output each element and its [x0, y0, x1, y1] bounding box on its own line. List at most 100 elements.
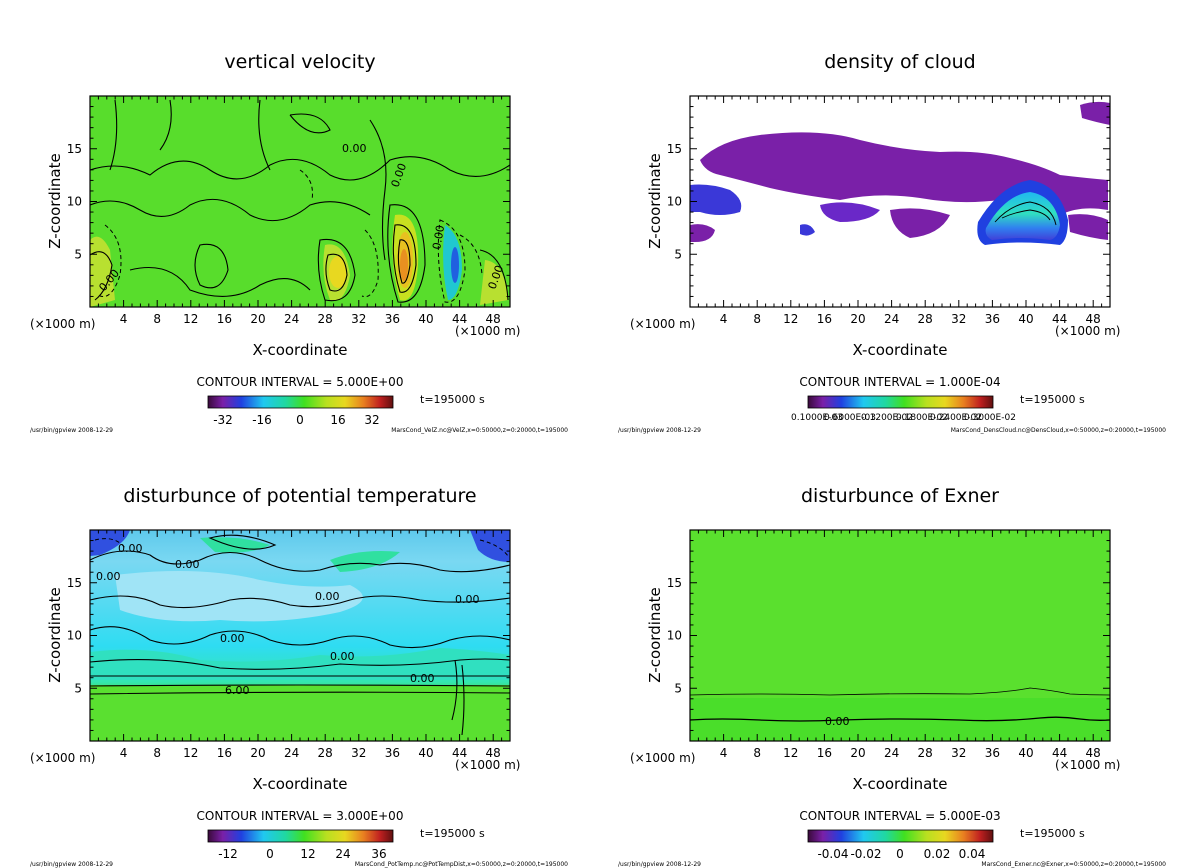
y-tick-label: 5	[674, 681, 682, 695]
plot-area	[689, 95, 1111, 308]
x-tick-label: 32	[351, 746, 366, 760]
x-tick-label: 40	[418, 312, 433, 326]
contour-label: 0.00	[410, 672, 435, 685]
contour-interval: CONTOUR INTERVAL = 5.000E-03	[799, 809, 1000, 823]
panel-density-of-cloud: density of cloud 4 8 12 16 20 24 28 32 36 40 44 485…	[618, 51, 1166, 434]
x-unit-right: (×1000 m)	[455, 758, 520, 772]
chart-title: vertical velocity	[224, 51, 375, 73]
cloud-layer	[890, 208, 950, 238]
x-tick-label: 24	[884, 312, 899, 326]
colorbar-tick-label: 0.1800E-02	[896, 413, 948, 423]
x-tick-label: 28	[318, 312, 333, 326]
colorbar	[207, 829, 394, 843]
field-patch	[480, 260, 508, 305]
chart-title: density of cloud	[824, 51, 976, 73]
x-unit-left: (×1000 m)	[630, 751, 695, 765]
colorbar-tick-label: 0.2400E-02	[930, 413, 982, 423]
footer-left: /usr/bin/gpview 2008-12-29	[618, 861, 701, 868]
colorbar-tick-label: 0	[266, 847, 274, 861]
x-tick-label: 40	[418, 746, 433, 760]
warm-band	[90, 648, 510, 680]
x-tick-label: 8	[753, 746, 761, 760]
x-axis-label: X-coordinate	[253, 341, 348, 359]
x-unit-left: (×1000 m)	[30, 751, 95, 765]
cloud-layer	[800, 224, 815, 236]
x-tick-label: 32	[951, 746, 966, 760]
x-tick-label: 28	[918, 312, 933, 326]
x-tick-label: 8	[153, 746, 161, 760]
chart-title: disturbunce of Exner	[801, 485, 999, 507]
x-tick-label: 16	[817, 312, 832, 326]
footer-file: MarsCond_PotTemp.nc@PotTempDist,x=0:5000…	[355, 861, 568, 868]
contour-label: 0.00	[118, 542, 143, 555]
colorbar-tick-label: 0	[296, 413, 304, 427]
footer-file: MarsCond_DensCloud.nc@DensCloud,x=0:5000…	[951, 427, 1166, 434]
x-tick-label: 8	[753, 312, 761, 326]
time-label: t=195000 s	[1020, 393, 1085, 406]
colorbar-ticks: -32 -16 0 16 32	[213, 413, 379, 427]
x-tick-label: 44	[1052, 746, 1067, 760]
contour-interval: CONTOUR INTERVAL = 3.000E+00	[197, 809, 404, 823]
colorbar-ticks: -0.04 -0.02 0 0.02 0.04	[817, 847, 985, 861]
plot-area: 0.00 0.00 0.00 0.00 0.00	[89, 95, 511, 308]
x-tick-label: 44	[452, 746, 467, 760]
contour-label: 6.00	[225, 684, 250, 697]
x-tick-label: 36	[385, 312, 400, 326]
y-tick-label: 10	[667, 195, 682, 209]
contour-interval: CONTOUR INTERVAL = 1.000E-04	[799, 375, 1000, 389]
x-unit-right: (×1000 m)	[455, 324, 520, 338]
contour-label: 0.00	[315, 590, 340, 603]
footer-file: MarsCond_Exner.nc@Exner,x=0:50000,z=0:20…	[981, 861, 1166, 868]
x-tick-label: 36	[385, 746, 400, 760]
x-tick-label: 4	[120, 746, 128, 760]
footer-left: /usr/bin/gpview 2008-12-29	[618, 427, 701, 434]
colorbar	[207, 395, 394, 409]
colorbar-tick-label: 24	[335, 847, 350, 861]
x-unit-left: (×1000 m)	[630, 317, 695, 331]
y-tick-label: 15	[667, 576, 682, 590]
x-tick-label: 40	[1018, 746, 1033, 760]
y-tick-label: 10	[67, 629, 82, 643]
x-tick-label: 4	[720, 746, 728, 760]
x-tick-label: 48	[1086, 312, 1101, 326]
x-tick-label: 12	[783, 746, 798, 760]
x-unit-right: (×1000 m)	[1055, 758, 1120, 772]
x-tick-label: 24	[284, 312, 299, 326]
x-tick-label: 28	[318, 746, 333, 760]
contours	[689, 687, 1111, 722]
y-tick-label: 5	[74, 247, 82, 261]
colorbar-tick-label: -0.04	[817, 847, 848, 861]
cold-patch	[90, 530, 130, 556]
x-tick-label: 16	[817, 746, 832, 760]
colorbar-tick-label: 0.3000E-02	[964, 413, 1016, 423]
contour-label: 0.00	[825, 715, 850, 728]
panel-exner: disturbunce of Exner 0.00 4 8 12 16 20 24 28 32…	[618, 485, 1166, 868]
x-tick-label: 36	[985, 746, 1000, 760]
y-tick-label: 15	[667, 142, 682, 156]
x-tick-label: 20	[250, 746, 265, 760]
x-tick-label: 32	[951, 312, 966, 326]
contour-label: 0.00	[430, 224, 447, 250]
y-tick-label: 10	[667, 629, 682, 643]
x-tick-label: 16	[217, 312, 232, 326]
y-tick-label: 15	[67, 142, 82, 156]
colorbar	[807, 829, 994, 843]
y-axis-label: Z-coordinate	[46, 587, 64, 682]
colorbar-tick-label: -16	[252, 413, 272, 427]
x-tick-label: 20	[250, 312, 265, 326]
negative-contours	[99, 169, 483, 303]
x-tick-label: 24	[884, 746, 899, 760]
x-axis-label: X-coordinate	[853, 341, 948, 359]
contour-label: 0.00	[175, 558, 200, 571]
colorbar-tick-label: -32	[213, 413, 233, 427]
x-tick-label: 8	[153, 312, 161, 326]
footer-file: MarsCond_VelZ.nc@VelZ,x=0:50000,z=0:2000…	[391, 427, 568, 434]
contours	[994, 201, 1057, 226]
y-axis-label: Z-coordinate	[646, 587, 664, 682]
colorbar-tick-label: 36	[371, 847, 386, 861]
time-label: t=195000 s	[420, 827, 485, 840]
